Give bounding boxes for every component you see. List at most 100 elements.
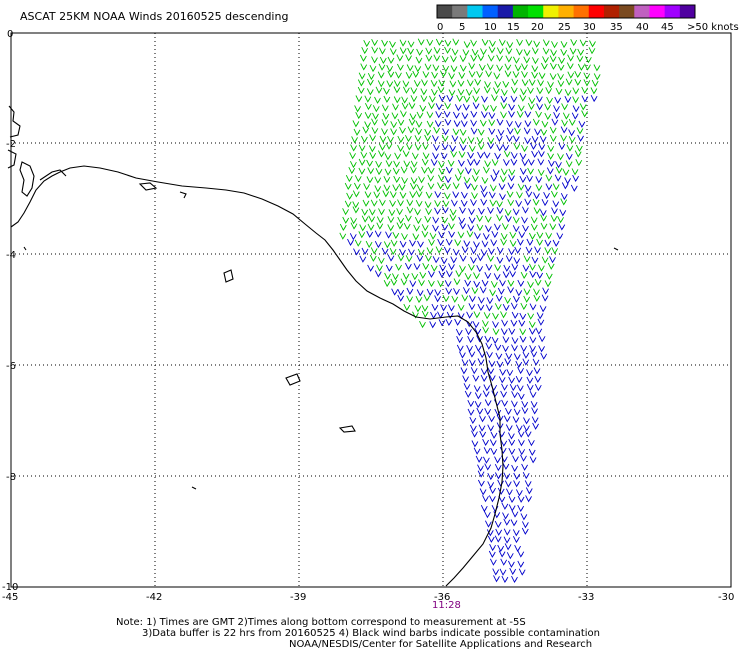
wind-barb	[556, 232, 564, 240]
wind-barb	[429, 232, 437, 240]
wind-barb	[507, 560, 515, 568]
wind-barb	[339, 232, 347, 240]
colorbar-swatch	[573, 5, 590, 18]
wind-barb	[424, 134, 431, 142]
wind-barb	[396, 208, 403, 216]
wind-barb	[485, 70, 492, 78]
wind-barb	[541, 256, 549, 264]
wind-barb	[537, 264, 545, 272]
wind-barb	[417, 240, 424, 248]
wind-barb	[545, 232, 553, 240]
wind-barb	[524, 120, 532, 128]
wind-barb	[388, 209, 396, 217]
wind-barb	[571, 112, 579, 120]
wind-barb	[432, 256, 440, 264]
colorbar-swatch	[482, 5, 499, 18]
wind-barb	[467, 136, 475, 144]
wind-barb	[593, 73, 601, 81]
wind-barb	[406, 206, 414, 214]
wind-barb	[379, 135, 387, 143]
wind-barb	[493, 72, 501, 80]
wind-barb	[514, 121, 522, 129]
wind-barb	[420, 88, 428, 96]
wind-barb	[389, 48, 397, 56]
wind-barb	[530, 216, 538, 224]
wind-barb	[488, 550, 496, 558]
wind-barb	[416, 289, 424, 297]
wind-barb	[549, 126, 557, 134]
wind-barb	[570, 184, 578, 192]
wind-barb	[419, 271, 427, 279]
wind-barb	[372, 105, 380, 113]
wind-barb	[375, 86, 383, 94]
wind-barb	[435, 246, 443, 254]
wind-barb	[387, 70, 395, 78]
wind-barb	[396, 222, 404, 230]
colorbar-swatch	[512, 5, 529, 18]
wind-barb	[501, 223, 509, 231]
wind-barb	[369, 134, 376, 142]
wind-barb	[540, 128, 548, 136]
wind-barb	[470, 247, 477, 255]
wind-barb	[437, 174, 445, 182]
wind-barb	[534, 278, 542, 287]
wind-barb	[537, 318, 545, 326]
x-label: -30	[718, 592, 734, 603]
wind-barb	[561, 103, 568, 111]
wind-barb	[359, 54, 367, 62]
wind-barb	[504, 296, 511, 305]
wind-barb	[410, 87, 418, 95]
wind-barb	[352, 201, 360, 209]
wind-barb	[363, 183, 370, 191]
wind-barb	[426, 247, 434, 255]
wind-barb	[520, 302, 528, 311]
wind-barb	[417, 38, 425, 46]
wind-barb	[500, 232, 508, 241]
wind-barb	[487, 424, 495, 432]
wind-barb	[531, 71, 538, 79]
wind-barb	[419, 104, 427, 113]
wind-barb	[367, 264, 374, 272]
wind-barb	[531, 65, 539, 73]
wind-barb	[450, 150, 458, 158]
wind-barb	[349, 152, 356, 160]
colorbar-label: 40	[636, 22, 649, 33]
wind-barb	[391, 288, 398, 296]
wind-barb	[452, 248, 460, 256]
wind-barb	[488, 191, 496, 199]
wind-barb	[459, 143, 467, 152]
wind-barb	[397, 199, 404, 207]
wind-barb	[412, 233, 420, 241]
wind-barb	[414, 143, 422, 151]
wind-barb	[412, 70, 420, 78]
wind-barb	[400, 166, 408, 174]
wind-barb	[508, 327, 516, 336]
wind-barb	[522, 264, 530, 272]
wind-barb	[482, 233, 490, 241]
wind-barb	[529, 336, 537, 344]
wind-barb	[499, 368, 507, 376]
wind-barb	[449, 214, 457, 222]
wind-barb	[578, 120, 586, 128]
colorbar-label: 10	[484, 22, 497, 33]
wind-barb	[452, 128, 460, 136]
wind-barb	[526, 376, 534, 384]
map-title: ASCAT 25KM NOAA Winds 20160525 descendin…	[20, 10, 288, 23]
wind-barb	[393, 160, 400, 168]
wind-barb	[403, 160, 411, 168]
wind-barb	[383, 184, 391, 192]
wind-barb	[413, 224, 420, 232]
wind-barb	[491, 159, 499, 167]
wind-barb	[523, 49, 531, 57]
wind-barb	[409, 280, 417, 288]
wind-barb	[591, 79, 599, 88]
wind-barb	[473, 385, 481, 393]
wind-barb	[422, 71, 430, 79]
wind-barb	[482, 166, 490, 174]
wind-barb	[490, 431, 498, 439]
wind-barb	[401, 177, 408, 185]
wind-barb	[382, 112, 390, 120]
wind-barb	[345, 174, 353, 183]
wind-barb	[365, 240, 373, 249]
wind-barb	[506, 552, 514, 560]
